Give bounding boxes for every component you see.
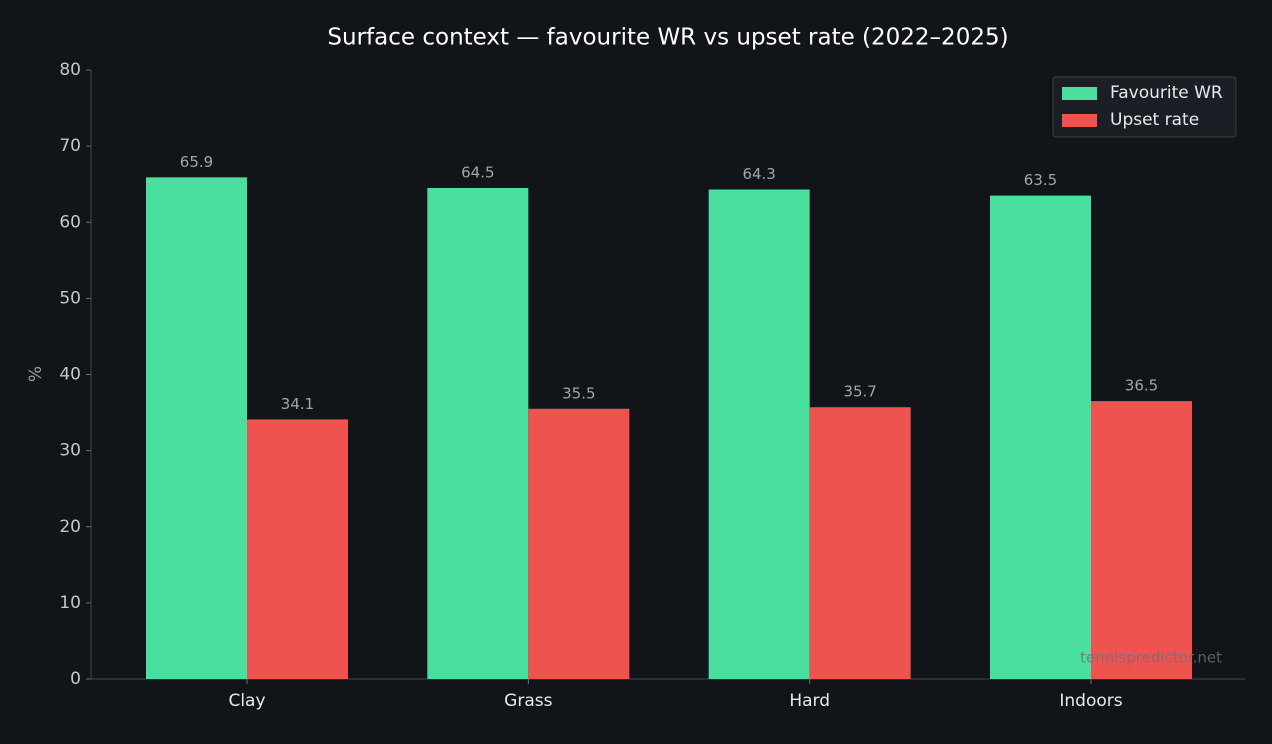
y-tick-label: 0 (70, 669, 81, 689)
value-label: 63.5 (1024, 171, 1057, 189)
x-tick-label: Grass (504, 691, 552, 711)
y-tick-label: 80 (59, 60, 81, 80)
watermark: tennispredictor.net (1080, 649, 1222, 667)
value-label: 64.5 (461, 163, 494, 181)
x-tick-label: Hard (789, 691, 830, 711)
bar (1091, 401, 1192, 679)
x-tick-label: Indoors (1059, 691, 1122, 711)
bar (990, 195, 1091, 679)
x-tick-label: Clay (228, 691, 265, 711)
value-label: 64.3 (742, 165, 775, 183)
legend-label: Favourite WR (1110, 83, 1223, 103)
legend-box (1052, 76, 1237, 138)
bar (146, 177, 247, 679)
y-tick-label: 60 (59, 212, 81, 232)
y-tick-label: 20 (59, 517, 81, 537)
value-label: 65.9 (180, 153, 213, 171)
value-label: 36.5 (1125, 377, 1158, 395)
legend-swatch (1062, 114, 1097, 127)
value-label: 35.5 (562, 384, 595, 402)
y-tick-label: 10 (59, 593, 81, 613)
bar (809, 407, 911, 679)
y-tick-label: 40 (59, 365, 81, 385)
y-tick-label: 70 (59, 136, 81, 156)
y-axis-label: % (26, 366, 46, 382)
bar (427, 187, 529, 679)
chart-title: Surface context — favourite WR vs upset … (327, 25, 1008, 51)
y-tick-label: 30 (59, 441, 81, 461)
bar (528, 408, 630, 679)
legend-swatch (1062, 87, 1097, 100)
legend-label: Upset rate (1110, 110, 1199, 130)
value-label: 35.7 (843, 383, 876, 401)
value-label: 34.1 (281, 395, 314, 413)
bar (708, 189, 810, 680)
bar (247, 419, 348, 679)
y-tick-label: 50 (59, 288, 81, 308)
